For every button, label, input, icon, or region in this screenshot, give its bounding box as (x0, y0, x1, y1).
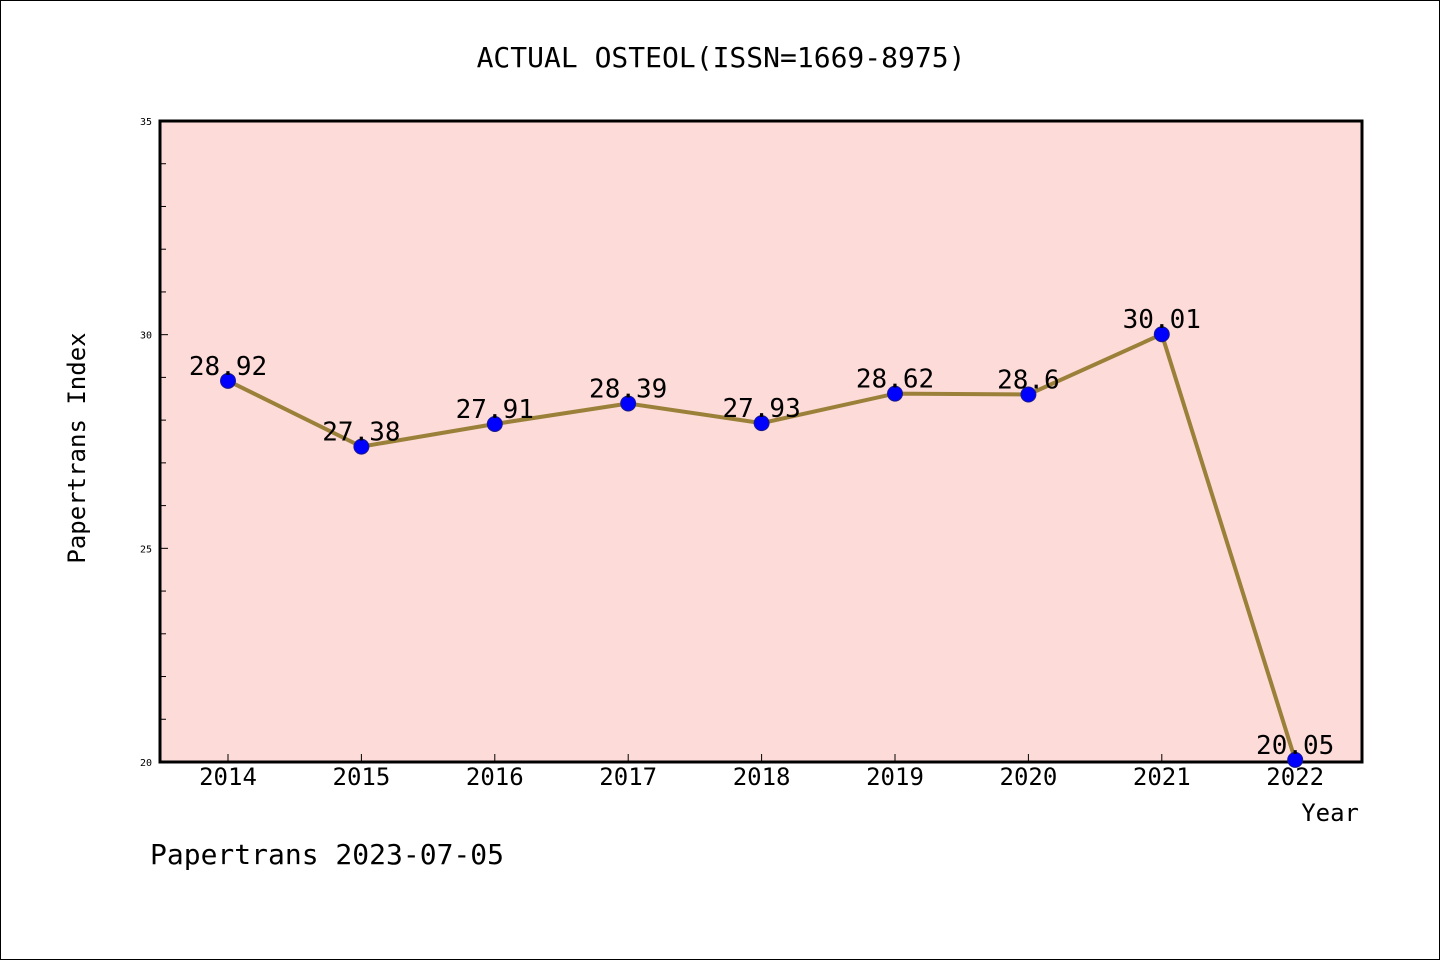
x-tick-label: 2016 (466, 763, 524, 791)
data-point (753, 415, 770, 432)
x-axis-ticks: 2014 2015 2016 2017 2018 2019 2020 2021 2022 (199, 754, 1324, 791)
data-label: 27.91 (456, 395, 534, 425)
data-label: 28.39 (589, 374, 667, 404)
y-axis-label: Papertrans Index (63, 332, 91, 563)
data-label: 20.05 (1256, 731, 1334, 761)
data-point (1020, 386, 1037, 403)
x-tick-label: 2018 (733, 763, 791, 791)
data-point (486, 415, 503, 432)
data-point (353, 438, 370, 455)
data-point (1287, 751, 1304, 768)
x-tick-label: 2020 (1000, 763, 1058, 791)
y-tick-label: 20 (140, 758, 152, 769)
x-tick-label: 2014 (199, 763, 257, 791)
data-point (220, 372, 236, 389)
chart-title: ACTUAL OSTEOL(ISSN=1669-8975) (477, 41, 966, 74)
y-tick-label: 35 (140, 117, 152, 128)
data-label: 27.93 (722, 394, 800, 424)
data-label: 30.01 (1123, 305, 1201, 335)
data-labels: 28.92 27.38 27.91 28.39 27.93 28.62 28.6 30.01 2… (189, 305, 1334, 761)
y-tick-label: 25 (140, 544, 152, 555)
y-tick-label: 30 (140, 331, 152, 342)
data-point (620, 395, 637, 412)
x-tick-label: 2019 (866, 763, 924, 791)
footer-text: Papertrans 2023-07-05 (150, 838, 504, 871)
x-tick-label: 2017 (599, 763, 657, 791)
data-point (887, 385, 903, 402)
data-label: 28.6 (997, 365, 1060, 395)
x-tick-label: 2021 (1133, 763, 1191, 791)
data-label: 28.62 (856, 365, 934, 395)
data-label: 28.92 (189, 352, 267, 382)
data-label: 27.38 (322, 418, 400, 448)
data-point (1153, 326, 1170, 343)
x-tick-label: 2015 (333, 763, 391, 791)
y-axis-ticks: 20 25 30 35 (140, 117, 168, 769)
data-series (220, 326, 1304, 768)
x-axis-label: Year (1301, 799, 1359, 827)
